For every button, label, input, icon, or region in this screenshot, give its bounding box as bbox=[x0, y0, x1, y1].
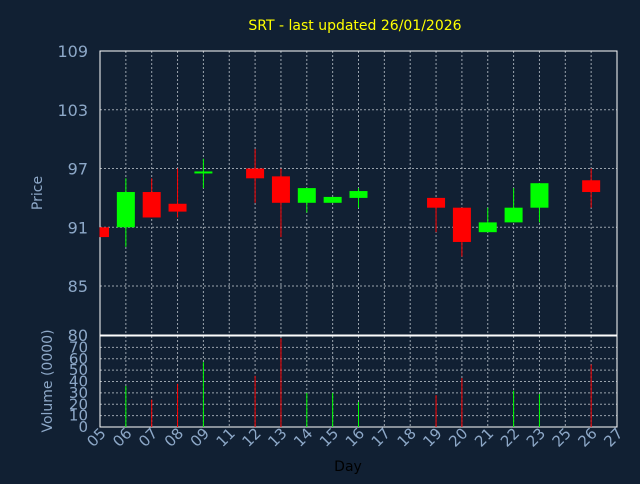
candle-body bbox=[116, 192, 135, 228]
candle-body bbox=[246, 168, 265, 179]
volume-tick-label: 20 bbox=[69, 395, 88, 413]
candle-body bbox=[142, 192, 161, 218]
candle-body bbox=[349, 191, 368, 198]
candle-body bbox=[297, 188, 316, 203]
candle-body bbox=[100, 227, 109, 238]
candle-body bbox=[452, 207, 471, 242]
price-tick-label: 85 bbox=[68, 277, 88, 296]
candle-body bbox=[271, 176, 290, 203]
candle-body bbox=[168, 203, 187, 212]
candle-body bbox=[504, 207, 523, 223]
price-axis-label: Price bbox=[30, 176, 46, 210]
volume-axis-label: Volume (0000) bbox=[40, 329, 56, 432]
price-panel: 85 91 97 103 109 80 bbox=[57, 42, 618, 345]
volume-tick-label: 60 bbox=[69, 350, 88, 368]
candle-body bbox=[530, 183, 549, 208]
volume-tick-label: 0 bbox=[78, 418, 88, 436]
candle-body bbox=[427, 197, 446, 208]
candle-body bbox=[194, 171, 213, 174]
price-tick-label: 103 bbox=[57, 101, 88, 120]
volume-tick-label: 40 bbox=[69, 373, 88, 391]
day-axis-label: Day bbox=[334, 459, 362, 475]
chart-title: SRT - last updated 26/01/2026 bbox=[248, 18, 461, 34]
candle-body bbox=[323, 196, 342, 203]
price-plot-border bbox=[99, 50, 618, 336]
candle-body bbox=[478, 222, 497, 233]
price-tick-label: 91 bbox=[68, 218, 88, 237]
volume-tick-label: 10 bbox=[69, 407, 88, 425]
candle-body bbox=[582, 180, 601, 193]
price-tick-label: 97 bbox=[68, 160, 88, 179]
volume-tick-label: 30 bbox=[69, 384, 88, 402]
volume-tick-label: 70 bbox=[69, 338, 88, 356]
price-tick-label: 80 bbox=[68, 326, 88, 345]
price-tick-label: 109 bbox=[57, 42, 88, 61]
volume-tick-label: 50 bbox=[69, 361, 88, 379]
